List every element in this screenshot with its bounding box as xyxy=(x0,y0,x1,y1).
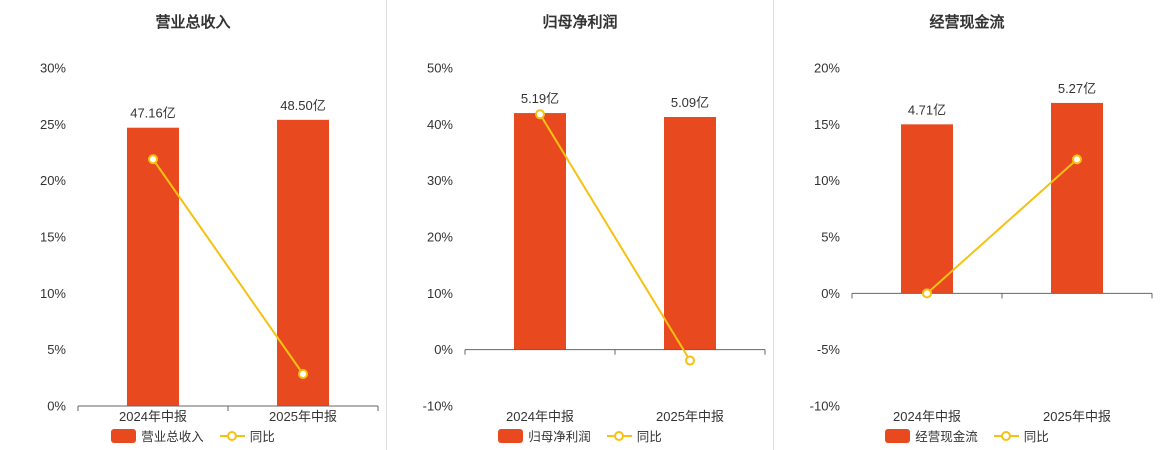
chart-title: 归母净利润 xyxy=(542,14,618,31)
y-axis-tick-label: 30% xyxy=(40,61,66,76)
line-marker-icon xyxy=(614,430,625,441)
bar-value-label: 5.27亿 xyxy=(1058,81,1096,96)
line-swatch-icon xyxy=(219,430,245,441)
y-axis-tick-label: 0% xyxy=(821,286,840,301)
y-axis-tick-label: 5% xyxy=(47,342,66,357)
y-axis-tick-label: 0% xyxy=(434,342,453,357)
bar-1[interactable] xyxy=(277,119,329,407)
y-axis-tick-label: 10% xyxy=(427,286,453,301)
bar-value-label: 48.50亿 xyxy=(280,98,326,113)
x-axis-category-label: 2025年中报 xyxy=(1043,409,1111,424)
yoy-line-point-1[interactable] xyxy=(685,355,695,366)
y-axis-tick-label: 50% xyxy=(427,61,453,76)
y-axis-tick-label: -10% xyxy=(810,399,841,414)
y-axis-tick-label: 5% xyxy=(821,230,840,245)
bar-0[interactable] xyxy=(514,113,566,350)
bar-0[interactable] xyxy=(127,127,179,407)
bar-value-label: 5.09亿 xyxy=(671,95,709,110)
panel-divider xyxy=(773,0,774,450)
chart-plot: 50% 40% 30% 20% 10% 0% -10% 5.19亿 5.09亿 2024年中报 20… xyxy=(387,0,773,450)
panel-divider xyxy=(386,0,387,450)
line-marker-icon xyxy=(227,430,238,441)
chart-title: 经营现金流 xyxy=(929,14,1005,31)
legend-item-line-series[interactable]: 同比 xyxy=(606,426,662,445)
bar-swatch-icon xyxy=(885,428,911,443)
chart-canvas: 30% 25% 20% 15% 10% 5% 0% 47.16亿 48.50亿 2024年中报 20… xyxy=(40,61,379,424)
y-axis-tick-label: 20% xyxy=(40,173,66,188)
chart-title: 营业总收入 xyxy=(155,14,231,31)
yoy-line-point-1[interactable] xyxy=(1072,154,1082,165)
bar-value-label: 4.71亿 xyxy=(908,102,946,117)
legend-item-bar-series[interactable]: 经营现金流 xyxy=(885,426,978,445)
y-axis-tick-label: -10% xyxy=(423,399,454,414)
legend-label: 同比 xyxy=(1023,430,1049,444)
y-axis-tick-label: -5% xyxy=(817,342,841,357)
yoy-line xyxy=(152,158,304,375)
legend-item-bar-series[interactable]: 营业总收入 xyxy=(111,426,204,445)
bar-0[interactable] xyxy=(901,124,953,294)
legend-label: 归母净利润 xyxy=(528,430,591,444)
legend-item-line-series[interactable]: 同比 xyxy=(219,426,275,445)
x-axis-category-label: 2024年中报 xyxy=(506,409,574,424)
chart-panel-total-revenue: 30% 25% 20% 15% 10% 5% 0% 47.16亿 48.50亿 2024年中报 20… xyxy=(0,0,386,450)
line-swatch-icon xyxy=(993,430,1019,441)
chart-plot: 20% 15% 10% 5% 0% -5% -10% 4.71亿 5.27亿 2024年中报 202… xyxy=(774,0,1160,450)
y-axis-tick-label: 0% xyxy=(47,399,66,414)
chart-legend: 营业总收入 同比 xyxy=(0,426,386,445)
chart-panel-net-profit: 50% 40% 30% 20% 10% 0% -10% 5.19亿 5.09亿 2024年中报 20… xyxy=(387,0,773,450)
line-swatch-icon xyxy=(606,430,632,441)
chart-plot: 30% 25% 20% 15% 10% 5% 0% 47.16亿 48.50亿 2024年中报 20… xyxy=(0,0,386,450)
x-axis-category-label: 2024年中报 xyxy=(119,409,187,424)
legend-label: 经营现金流 xyxy=(915,430,978,444)
bar-value-label: 47.16亿 xyxy=(130,106,176,121)
bar-value-label: 5.19亿 xyxy=(521,91,559,106)
chart-legend: 归母净利润 同比 xyxy=(387,426,773,445)
chart-legend: 经营现金流 同比 xyxy=(774,426,1160,445)
yoy-line-point-1[interactable] xyxy=(298,369,308,380)
y-axis-tick-label: 20% xyxy=(427,230,453,245)
y-axis-tick-label: 20% xyxy=(814,61,840,76)
line-marker-icon xyxy=(1001,430,1012,441)
yoy-line xyxy=(926,158,1078,295)
y-axis-tick-label: 25% xyxy=(40,117,66,132)
yoy-line-point-0[interactable] xyxy=(535,109,545,120)
x-axis-category-label: 2025年中报 xyxy=(656,409,724,424)
y-axis-tick-label: 10% xyxy=(40,286,66,301)
bar-1[interactable] xyxy=(1051,102,1103,294)
y-axis-tick-label: 15% xyxy=(40,230,66,245)
legend-label: 同比 xyxy=(249,430,275,444)
y-axis-tick-label: 30% xyxy=(427,173,453,188)
y-axis-tick-label: 10% xyxy=(814,173,840,188)
legend-item-bar-series[interactable]: 归母净利润 xyxy=(498,426,591,445)
bar-1[interactable] xyxy=(664,117,716,350)
yoy-line xyxy=(539,113,691,362)
legend-label: 同比 xyxy=(636,430,662,444)
yoy-line-point-0[interactable] xyxy=(922,288,932,299)
y-axis-tick-label: 40% xyxy=(427,117,453,132)
x-axis-category-label: 2025年中报 xyxy=(269,409,337,424)
legend-label: 营业总收入 xyxy=(141,430,204,444)
legend-item-line-series[interactable]: 同比 xyxy=(993,426,1049,445)
y-axis-tick-label: 15% xyxy=(814,117,840,132)
chart-canvas: 20% 15% 10% 5% 0% -5% -10% 4.71亿 5.27亿 2024年中报 202… xyxy=(810,61,1153,424)
bar-swatch-icon xyxy=(111,428,137,443)
bar-swatch-icon xyxy=(498,428,524,443)
chart-canvas: 50% 40% 30% 20% 10% 0% -10% 5.19亿 5.09亿 2024年中报 20… xyxy=(423,61,766,424)
x-axis-category-label: 2024年中报 xyxy=(893,409,961,424)
yoy-line-point-0[interactable] xyxy=(148,154,158,165)
chart-panel-operating-cash-flow: 20% 15% 10% 5% 0% -5% -10% 4.71亿 5.27亿 2024年中报 202… xyxy=(774,0,1160,450)
